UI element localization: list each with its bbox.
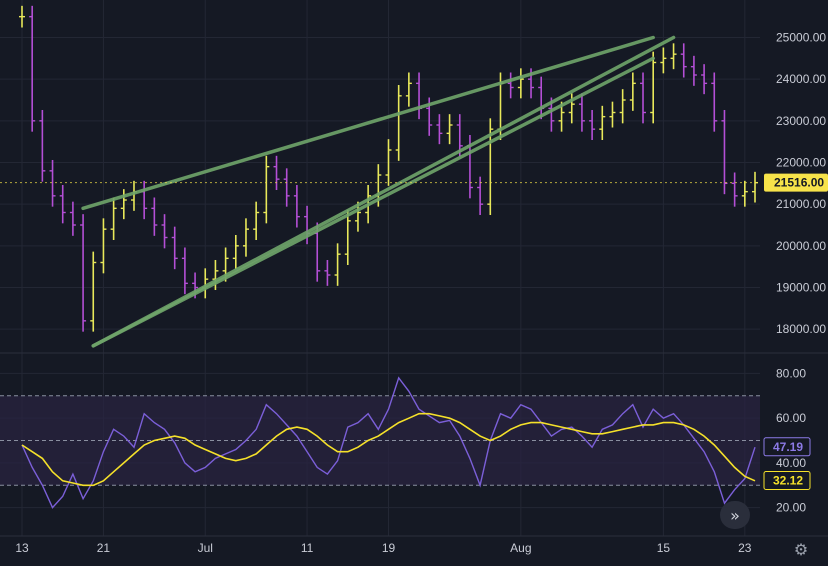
- trendlines[interactable]: [81, 35, 676, 348]
- time-tick-label: 15: [657, 541, 671, 555]
- last-price-tag: [764, 173, 828, 192]
- price-tick-label: 20000.00: [776, 239, 826, 253]
- gear-icon: ⚙: [794, 540, 808, 559]
- price-axis[interactable]: 18000.00 19000.00 20000.00 21000.00 22000.00…: [776, 31, 826, 337]
- oscillator-tick-label: 60.00: [776, 411, 806, 425]
- ma-value-label: 32.12: [773, 474, 803, 488]
- time-tick-label: 19: [382, 541, 396, 555]
- time-axis[interactable]: 13 21 Jul 11 19 Aug 15 23: [15, 541, 751, 555]
- price-tick-label: 25000.00: [776, 31, 826, 45]
- price-tick-label: 24000.00: [776, 72, 826, 86]
- ma-value-tag: [763, 471, 811, 491]
- price-tick-label: 18000.00: [776, 322, 826, 336]
- double-chevron-right-icon: »: [730, 506, 740, 525]
- last-price-label: 21516.00: [774, 176, 824, 190]
- trendline[interactable]: [81, 35, 655, 211]
- oscillator-axis[interactable]: 20.00 40.00 60.00 80.00: [776, 366, 806, 514]
- price-tick-label: 22000.00: [776, 156, 826, 170]
- oscillator-tick-label: 40.00: [776, 456, 806, 470]
- oscillator-series: [21, 376, 756, 509]
- rsi-value-label: 47.19: [773, 440, 803, 454]
- settings-button[interactable]: ⚙: [794, 540, 808, 559]
- time-tick-label: 23: [738, 541, 752, 555]
- time-tick-label: Aug: [510, 541, 531, 555]
- scroll-right-button[interactable]: »: [720, 501, 750, 529]
- rsi-value-tag: [763, 437, 811, 457]
- time-tick-label: 21: [97, 541, 111, 555]
- trendline[interactable]: [91, 56, 655, 348]
- rsi-ma-line: [21, 412, 756, 487]
- axis-tags: 21516.00 47.19 32.12: [0, 173, 828, 491]
- price-series: [19, 5, 758, 332]
- time-tick-label: Jul: [198, 541, 213, 555]
- oscillator-tick-label: 20.00: [776, 501, 806, 515]
- time-tick-label: 13: [15, 541, 29, 555]
- price-tick-label: 21000.00: [776, 197, 826, 211]
- price-tick-label: 23000.00: [776, 114, 826, 128]
- rsi-band: [0, 395, 760, 486]
- price-tick-label: 19000.00: [776, 281, 826, 295]
- oscillator-tick-label: 80.00: [776, 366, 806, 380]
- rsi-line: [21, 376, 756, 509]
- time-tick-label: 11: [301, 541, 314, 555]
